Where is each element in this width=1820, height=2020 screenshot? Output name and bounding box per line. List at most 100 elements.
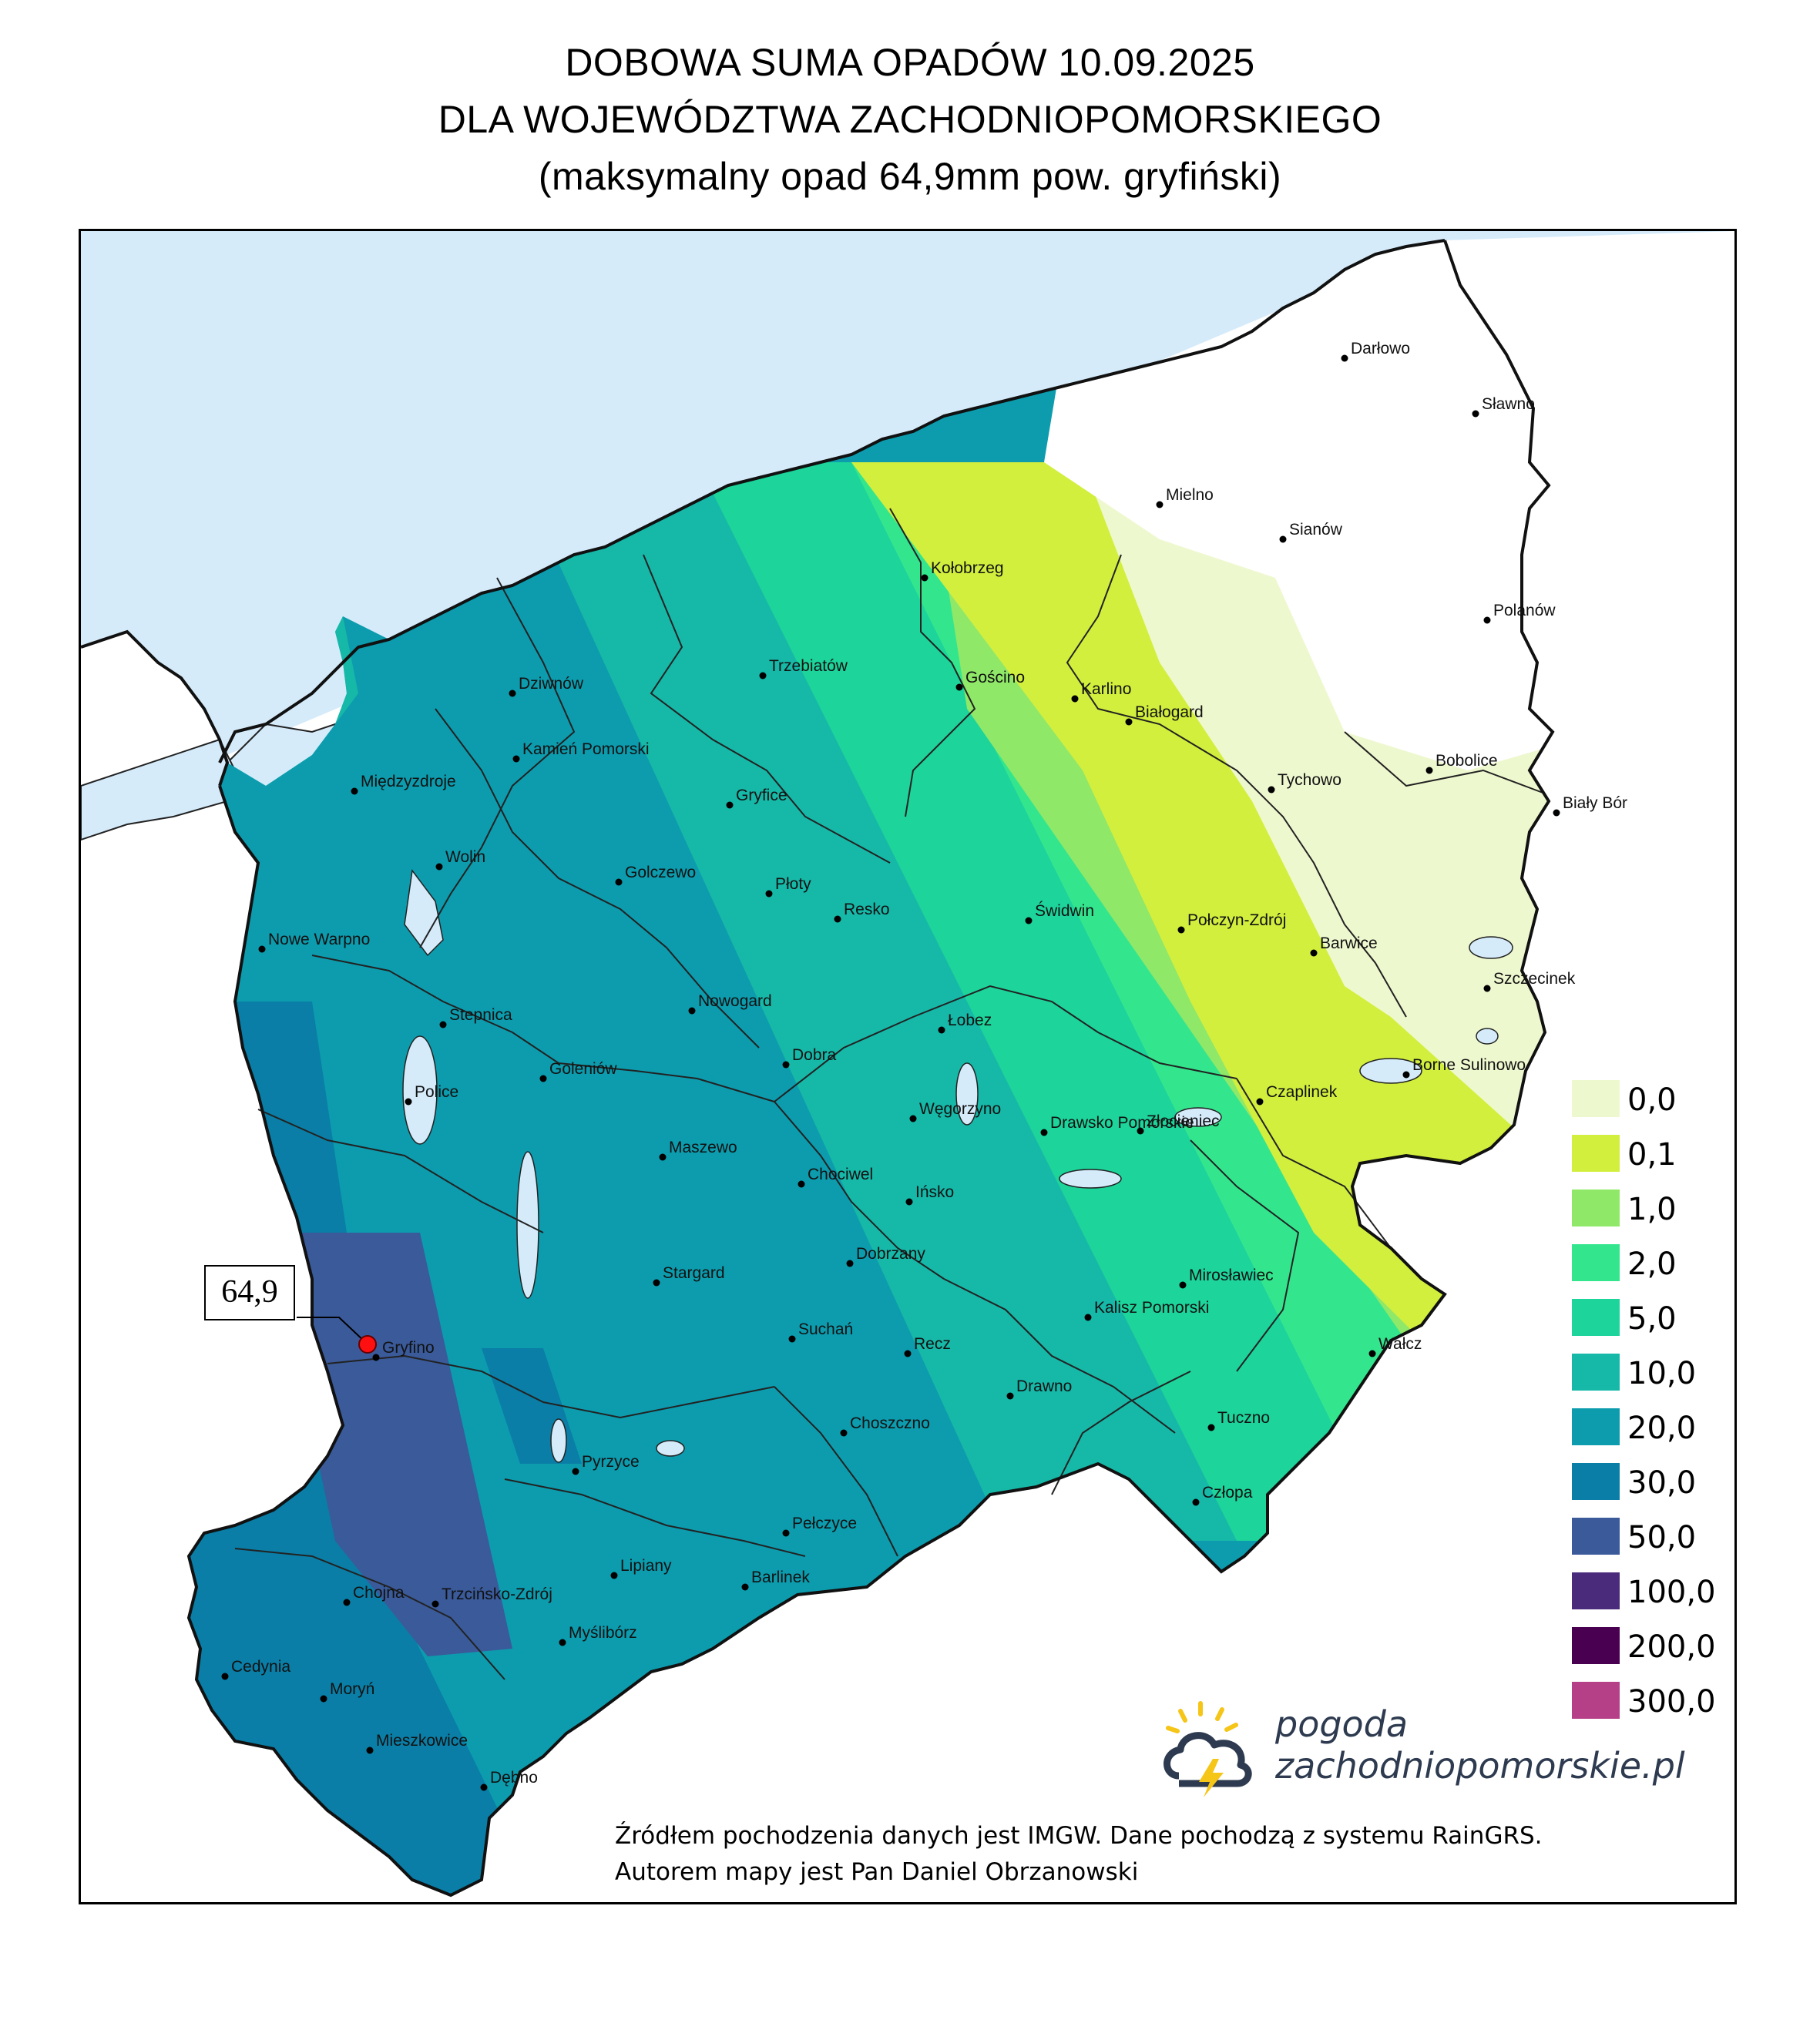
city-marker: Nowe Warpno xyxy=(258,931,370,953)
city-label: Borne Sulinowo xyxy=(1412,1056,1526,1074)
legend-label: 30,0 xyxy=(1627,1465,1697,1501)
city-dot xyxy=(1207,1424,1215,1431)
city-marker: Trzcińsko-Zdrój xyxy=(431,1585,552,1608)
city-dot xyxy=(1472,410,1479,418)
city-label: Mieszkowice xyxy=(376,1732,468,1750)
city-dot xyxy=(615,878,623,886)
city-label: Lipiany xyxy=(620,1557,672,1575)
city-marker: Gryfice xyxy=(726,787,787,809)
city-dot xyxy=(320,1695,327,1703)
city-marker: Mieszkowice xyxy=(366,1732,468,1754)
city-label: Cedynia xyxy=(231,1658,290,1676)
city-marker: Szczecinek xyxy=(1483,970,1576,992)
city-label: Tychowo xyxy=(1278,771,1341,789)
city-marker: Lipiany xyxy=(610,1557,672,1579)
city-label: Pełczyce xyxy=(792,1515,857,1532)
city-label: Biały Bór xyxy=(1563,794,1627,812)
city-label: Recz xyxy=(914,1335,951,1353)
city-dot xyxy=(834,915,841,923)
legend-swatch xyxy=(1572,1080,1620,1117)
city-marker: Police xyxy=(405,1083,458,1106)
legend-swatch xyxy=(1572,1682,1620,1719)
city-label: Ińsko xyxy=(915,1183,954,1201)
city-dot xyxy=(439,1021,447,1028)
city-label: Drawsko Pomorskie xyxy=(1050,1114,1194,1132)
marker-leader-line xyxy=(297,1317,367,1344)
city-marker: Biały Bór xyxy=(1553,794,1627,817)
city-dot xyxy=(431,1600,439,1608)
city-dot xyxy=(1084,1314,1092,1321)
city-marker: Łobez xyxy=(938,1012,992,1034)
city-marker: Dobra xyxy=(782,1046,837,1069)
city-label: Białogard xyxy=(1135,703,1204,721)
city-marker: Cedynia xyxy=(221,1658,290,1680)
city-dot xyxy=(1179,1281,1187,1289)
city-dot xyxy=(653,1279,660,1287)
city-label: Drawno xyxy=(1016,1377,1072,1395)
city-label: Dębno xyxy=(490,1769,538,1787)
city-dot xyxy=(741,1583,749,1591)
city-label: Barwice xyxy=(1320,935,1378,952)
map-title-line-2: DLA WOJEWÓDZTWA ZACHODNIOPOMORSKIEGO xyxy=(438,98,1382,141)
city-dot xyxy=(909,1115,917,1122)
city-marker: Stepnica xyxy=(439,1006,512,1028)
city-dot xyxy=(1368,1350,1376,1357)
city-marker: Drawno xyxy=(1006,1377,1072,1400)
city-label: Gościno xyxy=(965,669,1025,686)
city-dot xyxy=(726,801,734,809)
city-label: Sianów xyxy=(1289,521,1343,539)
city-label: Nowogard xyxy=(698,992,772,1010)
city-dot xyxy=(840,1429,848,1437)
city-marker: Czaplinek xyxy=(1256,1083,1338,1106)
city-dot xyxy=(539,1075,547,1082)
city-label: Trzebiatów xyxy=(769,657,848,675)
city-dot xyxy=(1071,695,1079,703)
city-marker: Gościno xyxy=(955,669,1025,691)
legend-item: 200,0 xyxy=(1572,1626,1734,1664)
city-marker: Świdwin xyxy=(1025,901,1094,924)
city-dot xyxy=(1156,501,1164,508)
city-dot xyxy=(480,1783,488,1791)
city-marker: Darłowo xyxy=(1341,340,1410,362)
city-marker: Resko xyxy=(834,901,890,923)
city-label: Gryfice xyxy=(736,787,787,804)
city-dot xyxy=(1341,354,1348,362)
city-label: Nowe Warpno xyxy=(268,931,370,948)
city-dot xyxy=(782,1529,790,1537)
city-dot xyxy=(1553,809,1560,817)
city-dot xyxy=(1125,718,1133,726)
legend-item: 20,0 xyxy=(1572,1407,1734,1445)
city-marker: Trzebiatów xyxy=(759,657,848,679)
legend-label: 1,0 xyxy=(1627,1192,1677,1227)
legend-label: 100,0 xyxy=(1627,1575,1716,1610)
city-label: Trzcińsko-Zdrój xyxy=(442,1585,552,1603)
city-dot xyxy=(1402,1071,1410,1079)
data-source-credit: Źródłem pochodzenia danych jest IMGW. Da… xyxy=(615,1822,1543,1850)
legend-item: 2,0 xyxy=(1572,1243,1734,1281)
city-dot xyxy=(788,1335,796,1343)
legend-swatch xyxy=(1572,1299,1620,1336)
city-marker: Ińsko xyxy=(905,1183,954,1206)
city-marker: Nowogard xyxy=(688,992,772,1015)
city-dot xyxy=(955,683,963,691)
city-marker: Recz xyxy=(904,1335,951,1357)
city-marker: Kołobrzeg xyxy=(921,559,1004,582)
city-label: Wolin xyxy=(445,848,485,866)
legend-swatch xyxy=(1572,1135,1620,1172)
city-label: Mirosławiec xyxy=(1189,1267,1274,1284)
city-dot xyxy=(846,1260,854,1267)
city-label: Dobrzany xyxy=(856,1245,925,1263)
legend-label: 5,0 xyxy=(1627,1301,1677,1337)
legend-item: 100,0 xyxy=(1572,1571,1734,1609)
legend-swatch xyxy=(1572,1354,1620,1391)
city-marker: Dębno xyxy=(480,1769,538,1791)
legend-label: 300,0 xyxy=(1627,1684,1716,1720)
city-label: Goleniów xyxy=(549,1060,617,1078)
city-marker: Drawsko Pomorskie xyxy=(1040,1114,1194,1136)
city-label: Łobez xyxy=(948,1012,992,1029)
city-label: Mielno xyxy=(1166,486,1214,504)
city-marker: Dobrzany xyxy=(846,1245,925,1267)
city-label: Złocieniec xyxy=(1147,1112,1220,1130)
max-precip-dot xyxy=(358,1335,377,1354)
city-dot xyxy=(1192,1498,1200,1506)
